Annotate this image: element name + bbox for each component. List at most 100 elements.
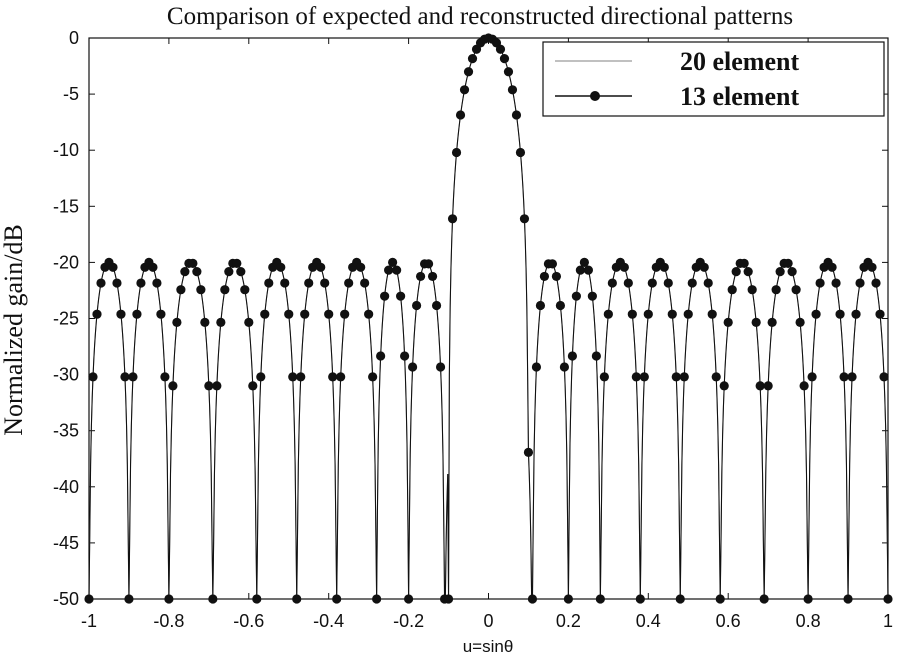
data-point-13-element: [755, 381, 765, 391]
y-tick-label: -30: [53, 365, 79, 385]
data-point-13-element: [467, 54, 478, 64]
data-point-13-element: [799, 381, 809, 391]
data-point-13-element: [743, 267, 753, 277]
data-point-13-element: [132, 309, 142, 319]
data-point-13-element: [180, 267, 190, 277]
data-point-13-element: [703, 278, 713, 288]
data-point-13-element: [687, 278, 697, 288]
data-point-13-element: [124, 594, 134, 604]
data-point-13-element: [172, 317, 182, 327]
data-point-13-element: [699, 262, 709, 272]
data-point-13-element: [364, 309, 374, 319]
data-point-13-element: [747, 285, 757, 295]
data-point-13-element: [396, 291, 406, 301]
data-point-13-element: [635, 594, 645, 604]
data-point-13-element: [503, 67, 514, 77]
legend-label-20-element: 20 element: [680, 47, 799, 76]
data-point-13-element: [607, 278, 617, 288]
y-tick-label: -10: [53, 140, 79, 160]
data-point-13-element: [791, 285, 801, 295]
data-point-13-element: [304, 278, 314, 288]
data-point-13-element: [384, 265, 394, 275]
data-point-13-element: [711, 372, 721, 382]
data-point-13-element: [152, 278, 162, 288]
data-point-13-element: [639, 372, 649, 382]
data-point-13-element: [288, 372, 298, 382]
data-point-13-element: [803, 594, 813, 604]
x-tick-label: 0.4: [636, 611, 661, 631]
data-point-13-element: [675, 594, 685, 604]
x-tick-label: 0.8: [796, 611, 821, 631]
data-point-13-element: [372, 594, 382, 604]
data-point-13-element: [463, 67, 474, 77]
data-point-13-element: [731, 267, 741, 277]
series-line-13-element: [88, 37, 889, 600]
data-point-13-element: [787, 267, 797, 277]
data-point-13-element: [192, 267, 202, 277]
data-point-13-element: [431, 300, 442, 311]
data-point-13-element: [236, 267, 246, 277]
data-point-13-element: [88, 372, 98, 382]
data-point-13-element: [423, 259, 434, 269]
y-tick-label: 0: [69, 28, 79, 48]
data-point-13-element: [116, 309, 126, 319]
y-tick-label: -25: [53, 309, 79, 329]
data-point-13-element: [647, 278, 657, 288]
data-point-13-element: [284, 309, 294, 319]
plot-frame: [88, 37, 889, 600]
data-point-13-element: [388, 257, 398, 267]
data-point-13-element: [216, 317, 226, 327]
data-point-13-element: [204, 381, 214, 391]
data-point-13-element: [380, 291, 390, 301]
data-point-13-element: [392, 265, 402, 275]
data-point-13-element: [535, 300, 546, 311]
data-point-13-element: [591, 351, 601, 361]
data-point-13-element: [324, 309, 334, 319]
data-point-13-element: [336, 372, 346, 382]
y-tick-label: -5: [63, 84, 79, 104]
data-point-13-element: [376, 351, 386, 361]
data-point-13-element: [292, 594, 302, 604]
y-tick-label: -35: [53, 421, 79, 441]
data-point-13-element: [627, 309, 637, 319]
data-point-13-element: [120, 372, 130, 382]
legend-label-13-element: 13 element: [680, 82, 799, 111]
data-point-13-element: [260, 309, 270, 319]
data-point-13-element: [296, 372, 306, 382]
y-tick-label: -40: [53, 477, 79, 497]
x-tick-label: -0.6: [233, 611, 264, 631]
data-point-13-element: [188, 258, 198, 268]
data-point-13-element: [519, 214, 530, 224]
data-point-13-element: [623, 278, 633, 288]
y-tick-label: -15: [53, 196, 79, 216]
data-point-13-element: [595, 594, 605, 604]
axis-ticks: -1 -0.8 -0.6 -0.4 -0.2 0 0.2 0.4 0.6 0.8 1 0 -5 -10 -1…: [53, 28, 893, 631]
chart-title: Comparison of expected and reconstructed…: [167, 3, 793, 30]
data-point-13-element: [771, 285, 781, 295]
data-point-13-element: [727, 285, 737, 295]
data-point-13-element: [156, 309, 166, 319]
data-point-13-element: [320, 278, 330, 288]
data-point-13-element: [495, 44, 506, 54]
y-tick-label: -20: [53, 252, 79, 272]
data-point-13-element: [252, 594, 262, 604]
x-tick-label: -0.4: [313, 611, 344, 631]
x-tick-label: 1: [883, 611, 893, 631]
data-point-13-element: [563, 594, 574, 604]
y-tick-label: -50: [53, 589, 79, 609]
data-point-13-element: [603, 309, 613, 319]
data-point-13-element: [168, 381, 178, 391]
data-point-13-element: [571, 291, 581, 301]
data-point-13-element: [759, 594, 769, 604]
data-point-13-element: [459, 85, 470, 95]
data-point-13-element: [276, 262, 286, 272]
data-point-13-element: [715, 594, 725, 604]
data-point-13-element: [356, 262, 366, 272]
legend-box: [542, 41, 885, 117]
data-point-13-element: [775, 267, 785, 277]
data-point-13-element: [531, 362, 542, 372]
data-point-13-element: [883, 594, 893, 604]
data-point-13-element: [855, 278, 865, 288]
y-axis-label: Normalized gain/dB: [0, 224, 28, 436]
